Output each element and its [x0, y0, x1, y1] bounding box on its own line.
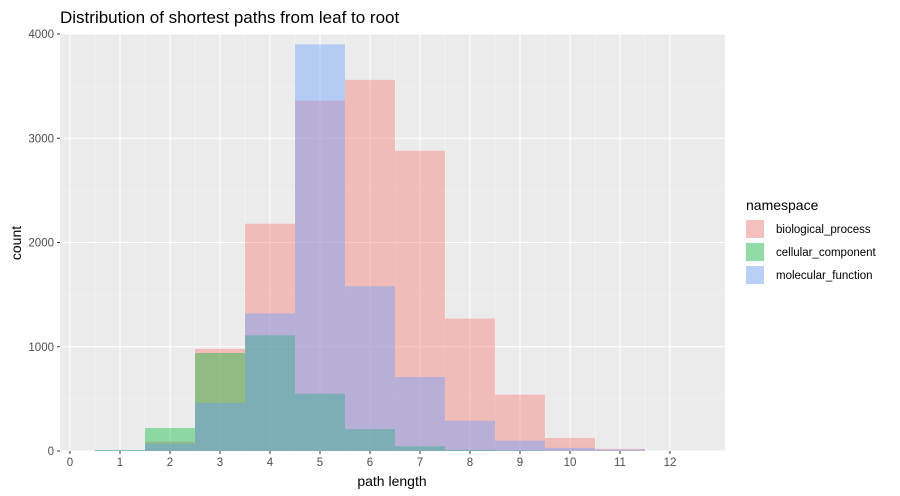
y-tick-label: 3000: [28, 133, 54, 145]
bar-biological-process: [145, 441, 195, 451]
bar-molecular-function: [395, 376, 445, 451]
bar-cellular-component: [245, 335, 295, 451]
x-tick-label: 0: [67, 457, 73, 469]
bar-biological-process: [95, 450, 145, 451]
x-tick-label: 8: [467, 457, 473, 469]
bar-biological-process: [345, 79, 395, 452]
bar-biological-process: [245, 223, 295, 451]
major-gridlines: [60, 33, 725, 452]
legend-key-background: [746, 243, 764, 261]
x-tick-label: 4: [267, 457, 274, 469]
x-tick-label: 5: [317, 457, 323, 469]
bar-biological-process: [545, 437, 595, 451]
x-tick-label: 7: [417, 457, 423, 469]
bar-molecular-function: [545, 447, 595, 451]
x-tick-label: 2: [167, 457, 173, 469]
bar-molecular-function: [295, 44, 345, 452]
legend-key-background: [746, 266, 764, 284]
series-molecular-function: [95, 44, 645, 452]
bar-cellular-component: [145, 428, 195, 451]
legend-title: namespace: [746, 197, 819, 213]
legend-label-molecular-function: molecular_function: [776, 270, 873, 282]
x-tick-label: 6: [367, 457, 373, 469]
bar-cellular-component: [445, 449, 495, 451]
bar-molecular-function: [495, 440, 545, 451]
bar-molecular-function: [145, 443, 195, 451]
legend-key-cellular-component: [746, 243, 764, 261]
x-tick-label: 12: [664, 457, 677, 469]
bar-molecular-function: [245, 313, 295, 451]
y-tick-label: 0: [48, 446, 54, 458]
x-tick-label: 11: [614, 457, 626, 469]
x-tick-label: 3: [217, 457, 223, 469]
bar-biological-process: [445, 318, 495, 451]
bar-molecular-function: [445, 420, 495, 451]
x-axis: 0 1 2 3 4 5 6 7 8 9 10 11 12: [67, 451, 677, 469]
series-cellular-component: [95, 335, 595, 451]
bar-biological-process: [595, 448, 645, 451]
x-tick-label: 9: [517, 457, 523, 469]
legend-key-molecular-function: [746, 266, 764, 284]
bar-biological-process: [195, 348, 245, 451]
bar-biological-process: [495, 394, 545, 451]
y-tick-label: 4000: [28, 29, 54, 41]
legend-label-cellular-component: cellular_component: [776, 247, 877, 259]
bar-cellular-component: [295, 393, 345, 451]
legend-label-biological-process: biological_process: [776, 224, 871, 236]
x-tick-label: 1: [117, 457, 123, 469]
y-tick-label: 2000: [28, 238, 54, 250]
x-axis-title: path length: [357, 473, 426, 489]
legend-key-biological-process: [746, 220, 764, 238]
legend: namespace biological_process cellular_com…: [746, 197, 877, 284]
bar-molecular-function: [95, 450, 145, 451]
bar-cellular-component: [95, 449, 145, 451]
bar-biological-process: [295, 100, 345, 451]
bar-molecular-function: [345, 286, 395, 451]
bar-cellular-component: [195, 353, 245, 451]
bar-cellular-component: [495, 450, 545, 451]
y-tick-label: 1000: [28, 342, 54, 354]
series-biological-process: [95, 79, 645, 452]
histogram-bars: [95, 44, 645, 452]
y-axis-title: count: [8, 226, 24, 260]
bar-biological-process: [395, 150, 445, 451]
x-tick-label: 10: [564, 457, 577, 469]
bar-molecular-function: [195, 403, 245, 451]
chart-title: Distribution of shortest paths from leaf…: [60, 8, 399, 27]
bar-cellular-component: [345, 429, 395, 451]
y-axis: 0 1000 2000 3000 4000: [28, 29, 60, 458]
legend-key-background: [746, 220, 764, 238]
bar-cellular-component: [395, 446, 445, 451]
bar-molecular-function: [595, 449, 645, 451]
